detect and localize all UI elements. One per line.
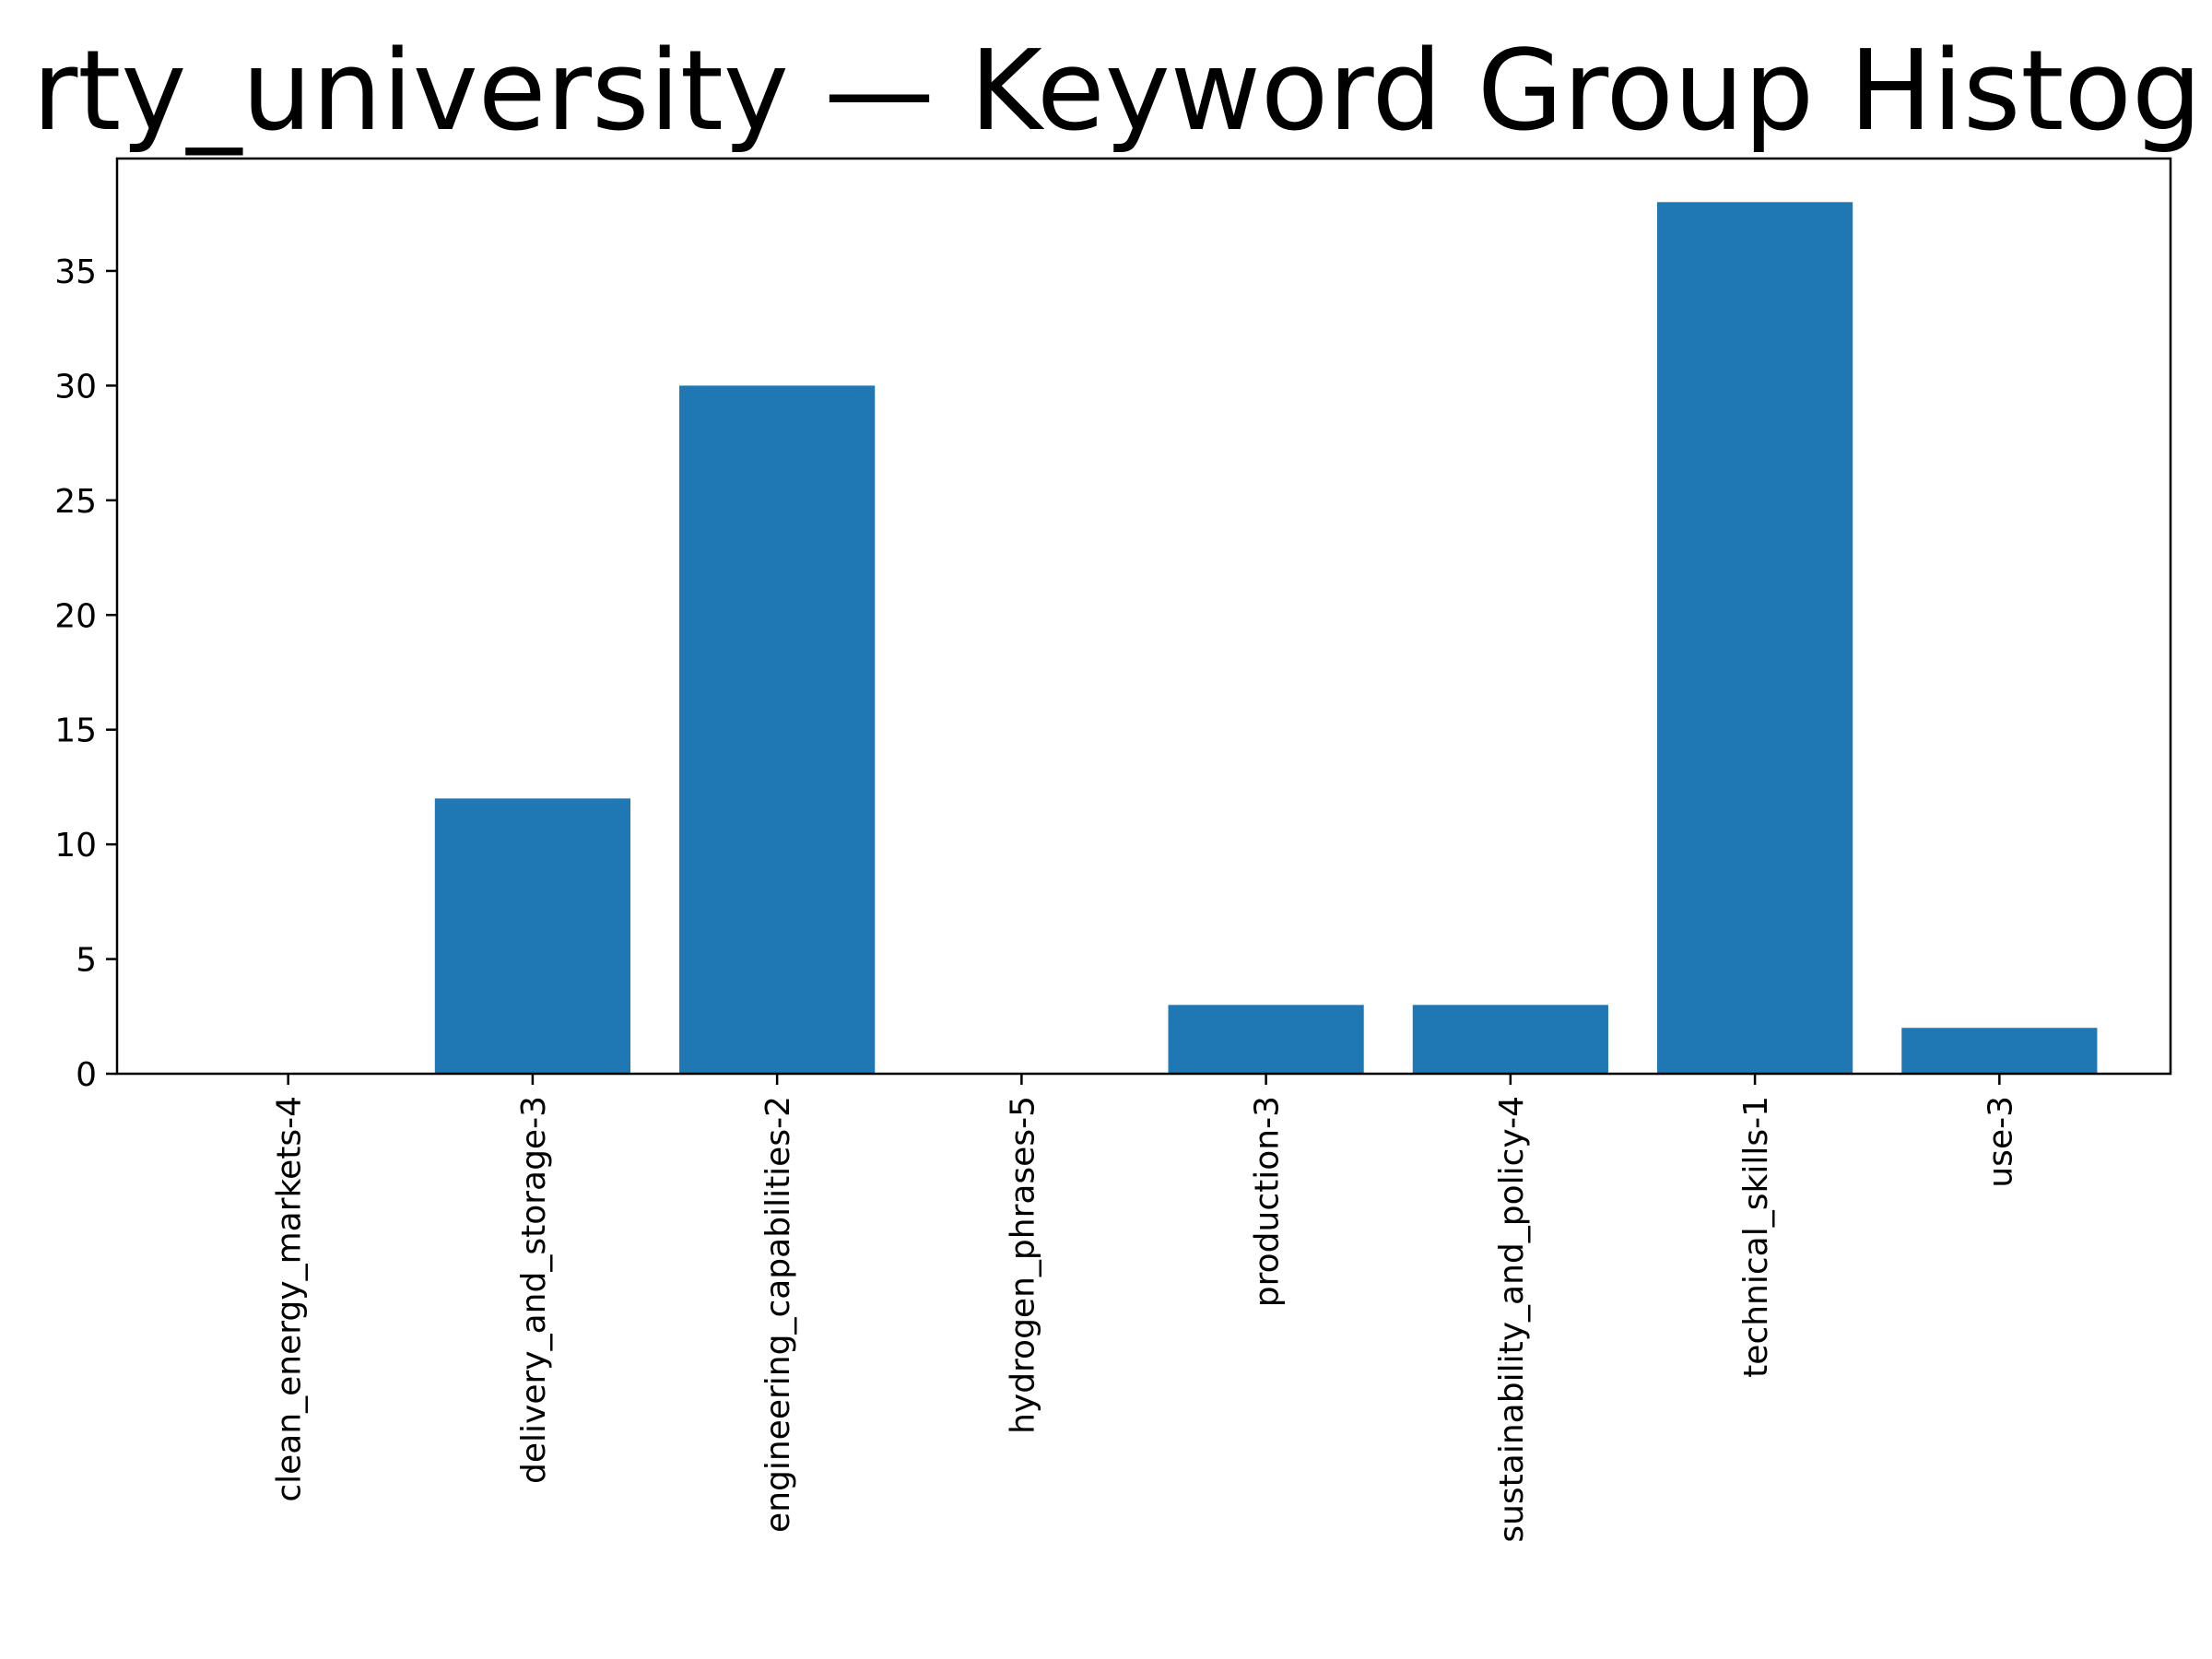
- plot-frame: [115, 157, 2172, 1076]
- y-tick-label: 15: [54, 712, 97, 750]
- x-tick-label: technical_skills-1: [1737, 1096, 1775, 1378]
- y-tick-label: 10: [54, 827, 97, 865]
- x-axis: clean_energy_markets-4 delivery_and_stora…: [271, 1074, 2019, 1543]
- x-tick-label: delivery_and_storage-3: [515, 1096, 553, 1484]
- y-tick-label: 5: [76, 942, 97, 980]
- x-tick-label: hydrogen_phrases-5: [1004, 1096, 1041, 1434]
- bar-use-3: [1901, 1028, 2098, 1074]
- bar-engineering_capabilities-2: [679, 385, 876, 1075]
- bar-sustainability_and_policy-4: [1412, 1005, 1608, 1074]
- x-tick-label: production-3: [1249, 1096, 1287, 1307]
- bar-delivery_and_storage-3: [434, 798, 630, 1074]
- y-tick-label: 0: [76, 1056, 97, 1094]
- bar-production-3: [1168, 1005, 1364, 1074]
- y-tick-label: 20: [54, 597, 97, 635]
- bars-layer: [434, 202, 2098, 1075]
- x-tick-label: sustainability_and_policy-4: [1493, 1096, 1531, 1543]
- y-tick-label: 25: [54, 483, 97, 521]
- x-tick-label: use-3: [1982, 1096, 2019, 1188]
- x-tick-label: engineering_capabilities-2: [759, 1096, 797, 1533]
- chart-title: rty_university — Keyword Group Histog: [32, 28, 2202, 156]
- y-tick-label: 35: [54, 253, 97, 291]
- y-tick-label: 30: [54, 368, 97, 406]
- y-axis: 0 5 10 15 20 25 30 35: [54, 253, 117, 1094]
- bar-technical_skills-1: [1657, 202, 1853, 1075]
- x-tick-label: clean_energy_markets-4: [271, 1096, 309, 1502]
